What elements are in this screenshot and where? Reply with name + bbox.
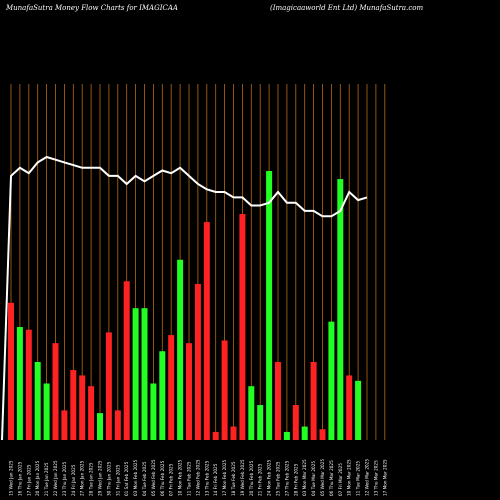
bar (310, 361, 317, 440)
x-tick-label: 29 Wed Jan 2025 (98, 460, 103, 496)
bar (16, 327, 23, 440)
x-tick-label: 07 Fri Mar 2025 (338, 463, 343, 496)
bar (141, 308, 148, 440)
bar (52, 343, 59, 440)
x-tick-label: 05 Wed Mar 2025 (320, 459, 325, 496)
bar (292, 405, 299, 440)
bar (283, 431, 290, 440)
x-tick-label: 12 Wed Mar 2025 (365, 459, 370, 496)
x-tick-label: 18 Tue Feb 2025 (231, 461, 236, 496)
x-tick-label: 01 Sat Feb 2025 (124, 461, 129, 496)
bar (150, 383, 157, 440)
x-tick-label: 24 Mon Feb 2025 (267, 459, 272, 496)
x-tick-label: 11 Tue Feb 2025 (187, 461, 192, 496)
x-tick-label: 21 Tue Jan 2025 (44, 462, 49, 496)
bar (70, 370, 77, 440)
x-tick-label: 15 Wed Jan 2025 (9, 460, 14, 496)
x-tick-label: 03 Mon Mar 2025 (302, 459, 307, 496)
bar (275, 361, 281, 440)
x-tick-label: 10 Mon Mar 2025 (347, 459, 352, 496)
x-tick-label: 16 Thu Jan 2025 (17, 461, 22, 496)
x-tick-label: 27 Mon Jan 2025 (80, 460, 85, 496)
bar (43, 383, 50, 440)
x-tick-label: 13 Thu Feb 2025 (204, 460, 209, 496)
bar (132, 308, 139, 440)
x-tick-label: 20 Thu Feb 2025 (249, 460, 254, 496)
x-tick-labels: 15 Wed Jan 2025 16 Thu Jan 2025 17 Fri Jan… (9, 459, 388, 496)
bar (239, 214, 246, 440)
bar (257, 405, 264, 440)
x-tick-label: 17 Mon Mar 2025 (382, 459, 387, 496)
x-tick-label: 06 Thu Mar 2025 (329, 460, 334, 496)
x-tick-label: 05 Wed Feb 2025 (151, 459, 156, 496)
bar (79, 375, 86, 440)
x-tick-label: 04 Tue Feb 2025 (142, 461, 147, 496)
bars (8, 171, 362, 440)
bar (186, 343, 192, 440)
bar (203, 222, 210, 440)
bar (168, 335, 175, 440)
x-tick-label: 27 Thu Feb 2025 (284, 460, 289, 496)
x-tick-label: 21 Fri Feb 2025 (258, 463, 263, 496)
bar (319, 429, 326, 440)
bar (221, 340, 228, 440)
x-tick-label: 24 Fri Jan 2025 (71, 464, 76, 496)
bar (266, 171, 273, 440)
x-tick-label: 30 Thu Jan 2025 (106, 461, 111, 496)
x-tick-label: 13 Thu Mar 2025 (373, 460, 378, 496)
x-tick-label: 20 Mon Jan 2025 (35, 460, 40, 496)
chart-header-right: (Imagicaaworld Ent Ltd) MunafaSutra.com (270, 4, 424, 12)
bar (337, 179, 344, 440)
money-flow-line (1, 155, 368, 441)
x-tick-label: 22 Wed Jan 2025 (53, 460, 58, 496)
bar (61, 410, 68, 440)
bar (177, 259, 184, 440)
x-tick-label: 25 Tue Feb 2025 (276, 461, 281, 496)
x-tick-label: 31 Fri Jan 2025 (115, 464, 120, 496)
x-tick-label: 11 Tue Mar 2025 (356, 461, 361, 496)
x-tick-label: 23 Thu Jan 2025 (62, 461, 67, 496)
bar (346, 375, 353, 440)
bar (105, 332, 112, 440)
x-tick-label: 17 Mon Feb 2025 (222, 459, 227, 496)
bar (159, 351, 166, 440)
x-tick-label: 14 Fri Feb 2025 (213, 463, 218, 496)
bar (355, 380, 362, 440)
x-tick-label: 04 Tue Mar 2025 (311, 461, 316, 496)
bar (301, 426, 308, 440)
bar (25, 329, 32, 440)
bar (328, 321, 335, 440)
x-tick-label: 03 Mon Feb 2025 (133, 459, 138, 496)
x-tick-label: 07 Fri Feb 2025 (169, 463, 174, 496)
bar (230, 426, 237, 440)
x-tick-label: 19 Wed Feb 2025 (240, 459, 245, 496)
x-tick-label: 10 Mon Feb 2025 (178, 459, 183, 496)
x-tick-label: 17 Fri Jan 2025 (26, 464, 31, 496)
chart-header-left: MunafaSutra Money Flow Charts for IMAGIC… (6, 4, 178, 12)
bar (212, 431, 219, 440)
bar (114, 410, 121, 440)
bar (8, 302, 14, 440)
bar (97, 413, 103, 440)
bar (248, 386, 255, 440)
x-tick-label: 28 Fri Feb 2025 (293, 463, 298, 496)
x-tick-label: 06 Thu Feb 2025 (160, 460, 165, 496)
x-tick-label: 12 Wed Feb 2025 (195, 459, 200, 496)
bar (34, 361, 41, 440)
bar (88, 386, 95, 440)
bar (123, 281, 130, 440)
x-tick-label: 28 Tue Jan 2025 (89, 462, 94, 496)
bar (194, 283, 201, 440)
